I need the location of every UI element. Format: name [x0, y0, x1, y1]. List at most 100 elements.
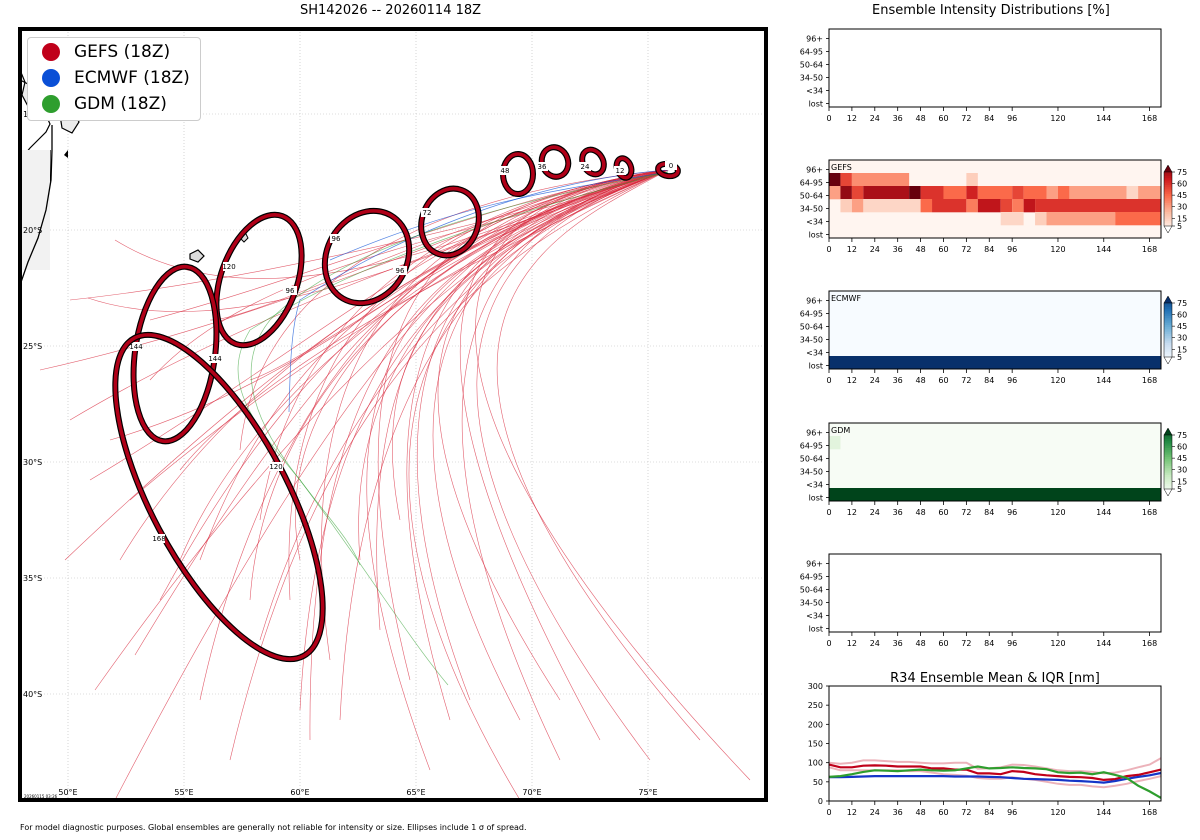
- colorbar-segment: [1164, 312, 1172, 315]
- row-label: <34: [806, 218, 823, 227]
- panel-frame: [828, 28, 1162, 108]
- gefs-track: [339, 169, 669, 721]
- y-tick-label: 0: [818, 797, 823, 806]
- heat-cell: [1138, 186, 1161, 200]
- gefs-track: [129, 169, 669, 501]
- ellipse-label-bg: [536, 162, 548, 171]
- x-tick-label: 36: [893, 639, 903, 648]
- colorbar-segment: [1164, 447, 1172, 450]
- r34-title: R34 Ensemble Mean & IQR [nm]: [890, 671, 1100, 686]
- colorbar-frame: [1163, 171, 1173, 227]
- uncertainty-ellipses: 0 12 24 36 48 72 96 120 144 168 96 96 120 144: [112, 144, 681, 663]
- ellipse-hour-label: 120: [222, 263, 235, 271]
- colorbar-segment: [1164, 310, 1172, 313]
- panel-frame: [828, 553, 1162, 633]
- colorbar-segment: [1164, 328, 1172, 331]
- colorbar-segment: [1164, 337, 1172, 340]
- legend-gdm-label: GDM (18Z): [74, 94, 167, 114]
- colorbar-segment: [1164, 218, 1172, 221]
- ellipse-hour-label: 144: [208, 355, 222, 363]
- heat-cell: [829, 173, 841, 187]
- y-tick-label: 300: [808, 682, 823, 691]
- row-label: 96+: [806, 297, 823, 306]
- gefs-track: [461, 169, 669, 761]
- colorbar-segment: [1164, 195, 1172, 198]
- colorbar-segment: [1164, 315, 1172, 318]
- x-tick-label: 24: [870, 808, 880, 817]
- x-tick-label: 12: [847, 376, 857, 385]
- colorbar-tick-label: 15: [1177, 214, 1187, 223]
- colorbar-segment: [1164, 209, 1172, 212]
- colorbar-segment: [1164, 469, 1172, 472]
- x-tick-label: 48: [915, 245, 925, 254]
- row-label: lost: [809, 625, 823, 634]
- x-tick-label: 144: [1096, 376, 1111, 385]
- colorbar-segment: [1164, 330, 1172, 333]
- row-label: lost: [809, 231, 823, 240]
- x-tick-label: 36: [893, 808, 903, 817]
- colorbar-segment: [1164, 197, 1172, 200]
- colorbar-segment: [1164, 181, 1172, 184]
- colorbar-tick-label: 45: [1177, 191, 1187, 200]
- colorbar-tick-label: 75: [1177, 431, 1187, 440]
- row-label: 64-95: [800, 573, 823, 582]
- x-tick-label: 144: [1096, 508, 1111, 517]
- colorbar-segment: [1164, 190, 1172, 193]
- x-tick-label: 120: [1050, 639, 1065, 648]
- colorbar-segment: [1164, 339, 1172, 342]
- row-label: 64-95: [800, 48, 823, 57]
- x-tick-label: 72: [961, 639, 971, 648]
- map-axis-labels: 50°E55°E60°E65°E70°E75°E15°S20°S25°S30°S…: [23, 110, 658, 797]
- ellipse-hour-label: 96: [332, 235, 341, 243]
- colorbar-segment: [1164, 348, 1172, 351]
- colorbar-segment: [1164, 456, 1172, 459]
- ellipse-label-bg: [614, 166, 626, 175]
- x-tick-label: 24: [870, 508, 880, 517]
- colorbar-max-arrow: [1163, 427, 1173, 436]
- colorbar-segment: [1164, 449, 1172, 452]
- y-tick-label: 250: [808, 701, 823, 710]
- x-tick-label: 60: [938, 808, 948, 817]
- track-map[interactable]: 0 12 24 36 48 72 96 120 144 168 96 96 120 144 50°E 55°…: [0, 0, 780, 820]
- y-tick-label: 100: [808, 759, 823, 768]
- gefs-track: [64, 169, 669, 561]
- colorbar-segment: [1164, 454, 1172, 457]
- heat-cell: [977, 199, 1001, 213]
- row-label: 50-64: [800, 192, 823, 201]
- colorbar-tick-label: 15: [1177, 477, 1187, 486]
- ellipse-hour-label: 144: [129, 343, 143, 351]
- x-tick-label: 0: [826, 245, 831, 254]
- heat-cell: [1035, 212, 1047, 226]
- r34-mean-line: [829, 771, 1162, 784]
- colorbar-segment: [1164, 472, 1172, 475]
- panel-model-label: GEFS: [831, 163, 852, 172]
- ellipse-hour-label: 36: [538, 163, 547, 171]
- colorbar-tick-label: 45: [1177, 322, 1187, 331]
- colorbar-tick-label: 45: [1177, 454, 1187, 463]
- x-tick-label: 60: [938, 245, 948, 254]
- colorbar-max-arrow: [1163, 295, 1173, 304]
- colorbar-tick-label: 30: [1177, 466, 1187, 475]
- gefs-track: [229, 169, 669, 761]
- colorbar-segment: [1164, 478, 1172, 481]
- ecmwf-legend-marker: [42, 69, 60, 87]
- colorbar-segment: [1164, 206, 1172, 209]
- x-tick-label: 12: [847, 114, 857, 123]
- colorbar-min-arrow: [1163, 488, 1173, 497]
- legend-ecmwf-label: ECMWF (18Z): [74, 68, 190, 88]
- heat-cell: [920, 199, 933, 213]
- map-background: [20, 29, 766, 800]
- heat-cell: [966, 173, 978, 187]
- x-tick-label: 12: [847, 639, 857, 648]
- panel-frame: [828, 159, 1162, 239]
- x-tick-label: 120: [1050, 114, 1065, 123]
- gefs-track: [249, 169, 669, 381]
- x-tick-label: 72: [961, 376, 971, 385]
- colorbar-segment: [1164, 177, 1172, 180]
- x-tick-label: 24: [870, 639, 880, 648]
- colorbar-segment: [1164, 344, 1172, 347]
- panel-frame: [828, 290, 1162, 370]
- colorbar-min-arrow: [1163, 225, 1173, 234]
